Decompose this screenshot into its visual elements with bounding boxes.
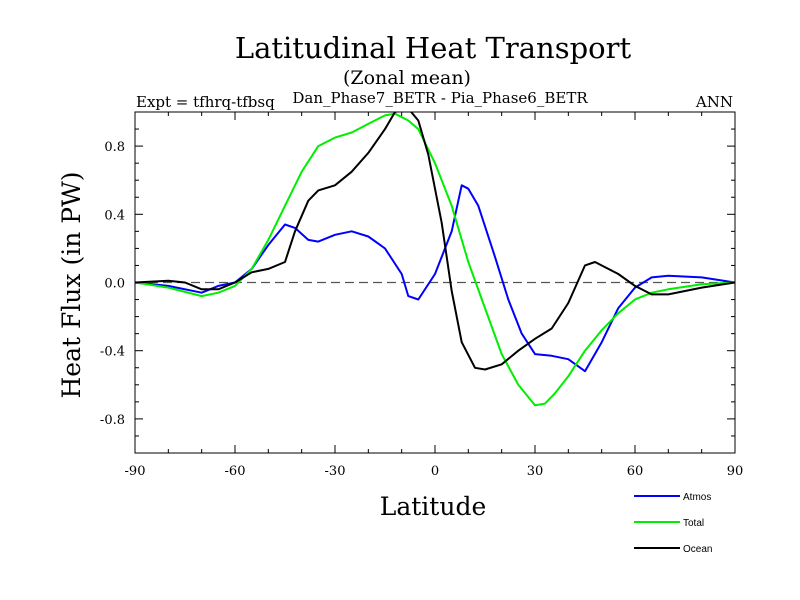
chart-title: Latitudinal Heat Transport: [235, 31, 632, 65]
chart-subtitle: (Zonal mean): [343, 67, 471, 89]
y-axis-label: Heat Flux (in PW): [57, 171, 86, 398]
y-tick-label: 0.4: [104, 208, 125, 223]
series-layer: [135, 112, 735, 407]
y-tick-label: -0.4: [100, 345, 125, 360]
x-tick-label: -30: [325, 464, 346, 479]
x-tick-label: 60: [627, 464, 644, 479]
legend: Atmos Total Ocean: [634, 492, 712, 555]
series-line-atmos: [135, 184, 735, 373]
comparison-label: Dan_Phase7_BETR - Pia_Phase6_BETR: [292, 89, 588, 107]
legend-label-total: Total: [683, 518, 704, 529]
season-label: ANN: [695, 93, 733, 111]
series-line-total: [135, 112, 735, 407]
x-axis-label: Latitude: [380, 492, 487, 521]
x-tick-label: 30: [527, 464, 544, 479]
legend-label-atmos: Atmos: [683, 492, 711, 503]
y-tick-label: 0.8: [104, 140, 125, 155]
x-tick-label: 0: [431, 464, 439, 479]
y-tick-label: 0.0: [104, 277, 125, 292]
y-tick-label: -0.8: [100, 413, 125, 428]
x-tick-label: 90: [727, 464, 744, 479]
legend-label-ocean: Ocean: [683, 544, 712, 555]
series-line-ocean: [135, 112, 735, 371]
ticks-layer: -90 -60 -30 0 30 60 90 -0.8 -0.4 0.0 0.4 0.8: [100, 111, 744, 479]
experiment-label: Expt = tfhrq-tfbsq: [136, 93, 275, 111]
x-tick-label: -90: [125, 464, 146, 479]
plot-frame: [134, 111, 736, 454]
x-tick-label: -60: [225, 464, 246, 479]
